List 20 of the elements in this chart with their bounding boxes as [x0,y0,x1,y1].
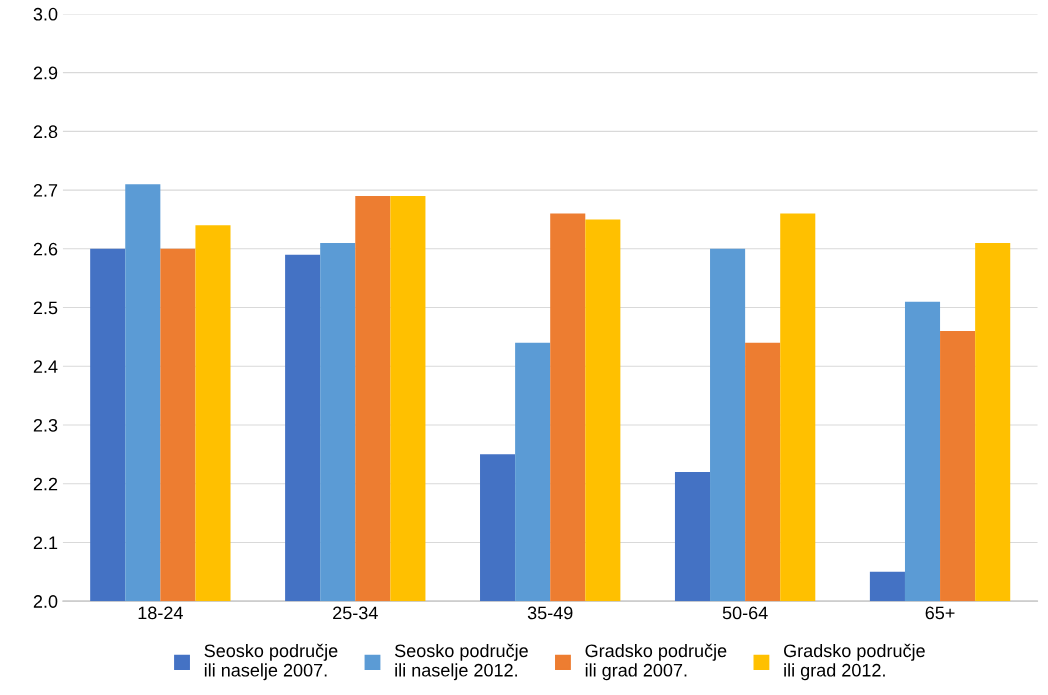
x-tick-label: 35-49 [527,606,573,620]
y-tick-label: 2.9 [33,66,58,80]
y-tick-label: 2.7 [33,184,58,197]
y-tick-label: 2.6 [33,242,58,256]
legend-label: Seosko područje ili naselje 2007. [204,643,338,681]
y-tick-label: 2.0 [33,595,58,608]
y-tick-label: 2.4 [33,360,58,373]
x-tick-label: 25-34 [333,606,378,620]
y-tick-label: 2.1 [33,536,58,549]
x-tick-label: 65+ [925,606,955,620]
y-tick-label: 2.5 [33,301,58,315]
y-tick-label: 3.0 [33,7,58,21]
x-tick-label: 18-24 [138,606,183,620]
y-tick-label: 2.2 [33,477,58,491]
x-tick-label: 50-64 [722,606,768,620]
legend-label: Seosko područje ili naselje 2012. [394,643,528,681]
legend-label: Gradsko područje ili grad 2012. [784,643,925,681]
y-tick-label: 2.3 [33,418,58,432]
legend-label: Gradsko područje ili grad 2007. [585,643,727,681]
y-tick-label: 2.8 [33,125,58,139]
